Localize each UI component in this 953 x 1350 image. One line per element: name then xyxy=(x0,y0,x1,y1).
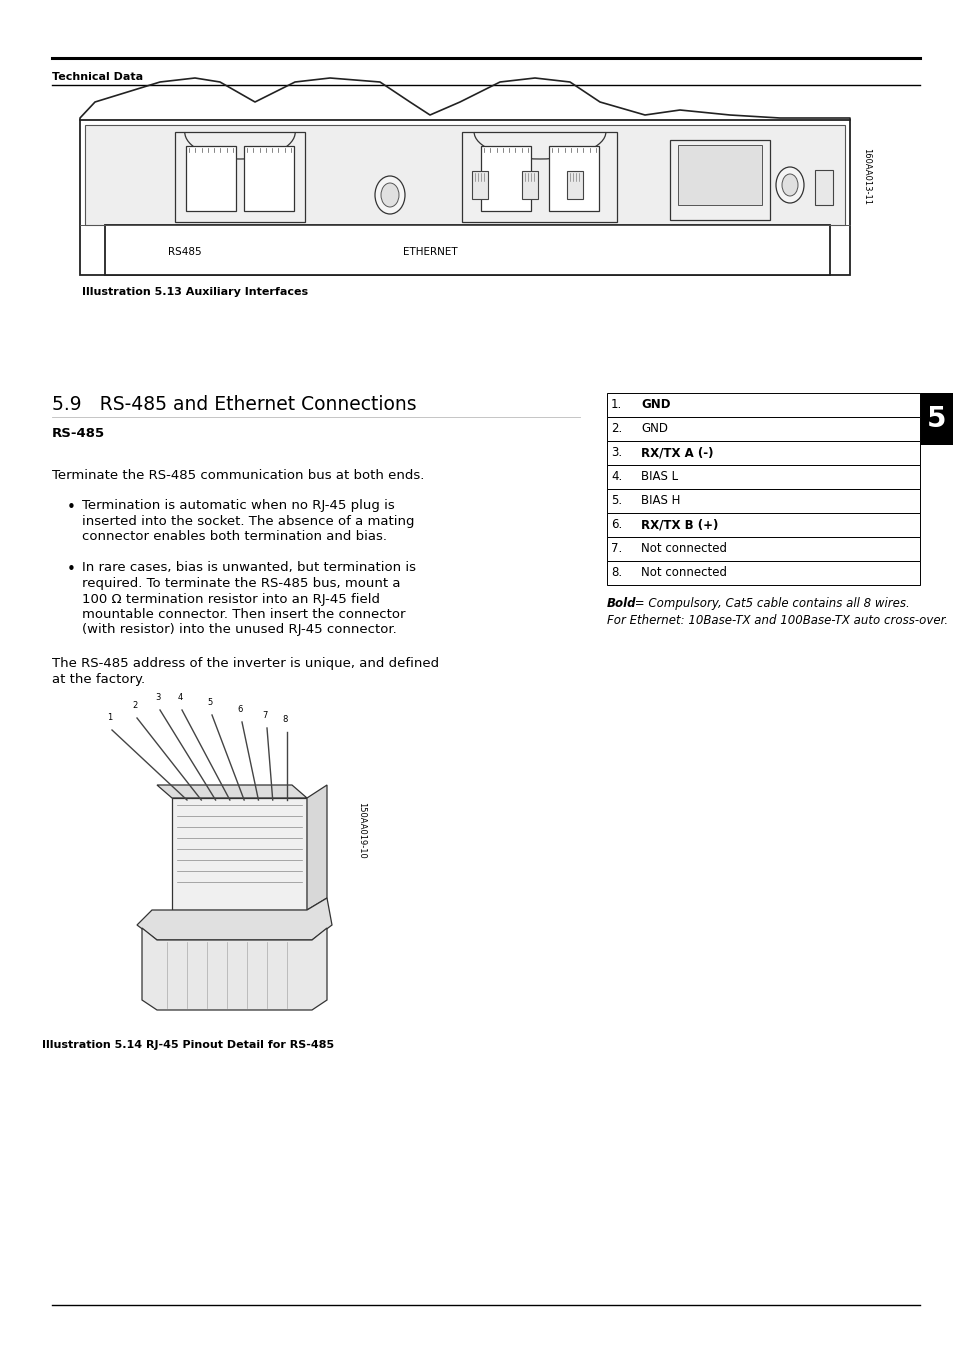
Bar xyxy=(462,132,617,221)
Text: In rare cases, bias is unwanted, but termination is: In rare cases, bias is unwanted, but ter… xyxy=(82,562,416,575)
Bar xyxy=(548,146,598,211)
Bar xyxy=(186,146,235,211)
Text: (with resistor) into the unused RJ-45 connector.: (with resistor) into the unused RJ-45 co… xyxy=(82,624,396,636)
Text: RS-485: RS-485 xyxy=(52,427,105,440)
Text: 6.: 6. xyxy=(610,518,621,531)
Bar xyxy=(678,144,761,205)
Text: Illustration 5.14 RJ-45 Pinout Detail for RS-485: Illustration 5.14 RJ-45 Pinout Detail fo… xyxy=(42,1040,334,1050)
Text: BIAS L: BIAS L xyxy=(640,470,678,483)
Text: Technical Data: Technical Data xyxy=(52,72,143,82)
Text: Terminate the RS-485 communication bus at both ends.: Terminate the RS-485 communication bus a… xyxy=(52,468,424,482)
Polygon shape xyxy=(307,784,327,910)
Bar xyxy=(521,171,537,198)
Text: RX/TX B (+): RX/TX B (+) xyxy=(640,518,718,531)
Bar xyxy=(105,225,829,275)
Text: 5.9   RS-485 and Ethernet Connections: 5.9 RS-485 and Ethernet Connections xyxy=(52,396,416,414)
Polygon shape xyxy=(142,927,327,1010)
Bar xyxy=(244,146,294,211)
Text: Termination is automatic when no RJ-45 plug is: Termination is automatic when no RJ-45 p… xyxy=(82,500,395,512)
Bar xyxy=(606,537,919,562)
Text: 8: 8 xyxy=(282,716,288,724)
Text: 5: 5 xyxy=(207,698,213,707)
Text: 2: 2 xyxy=(132,701,137,710)
Text: 160AA013-11: 160AA013-11 xyxy=(862,148,870,205)
Text: GND: GND xyxy=(640,423,667,435)
Text: RS485: RS485 xyxy=(168,247,202,256)
Ellipse shape xyxy=(375,176,405,215)
Text: 7.: 7. xyxy=(610,541,621,555)
Text: 4.: 4. xyxy=(610,470,621,483)
Bar xyxy=(606,513,919,537)
Text: = Compulsory, Cat5 cable contains all 8 wires.: = Compulsory, Cat5 cable contains all 8 … xyxy=(630,597,909,610)
Bar xyxy=(606,393,919,417)
Text: 3: 3 xyxy=(155,693,160,702)
Bar xyxy=(814,170,832,205)
Bar xyxy=(85,126,844,225)
Text: ETHERNET: ETHERNET xyxy=(402,247,456,256)
Bar xyxy=(919,393,953,446)
Text: The RS-485 address of the inverter is unique, and defined: The RS-485 address of the inverter is un… xyxy=(52,657,438,670)
Text: Not connected: Not connected xyxy=(640,566,726,579)
Polygon shape xyxy=(137,898,332,940)
Ellipse shape xyxy=(380,184,398,207)
Bar xyxy=(606,417,919,441)
Text: 8.: 8. xyxy=(610,566,621,579)
Bar xyxy=(606,441,919,464)
Text: connector enables both termination and bias.: connector enables both termination and b… xyxy=(82,531,387,543)
Ellipse shape xyxy=(781,174,797,196)
Text: Illustration 5.13 Auxiliary Interfaces: Illustration 5.13 Auxiliary Interfaces xyxy=(82,288,308,297)
Text: Bold: Bold xyxy=(606,597,636,610)
Ellipse shape xyxy=(775,167,803,202)
Text: BIAS H: BIAS H xyxy=(640,494,679,508)
Bar xyxy=(606,464,919,489)
Text: 2.: 2. xyxy=(610,423,621,435)
Text: 7: 7 xyxy=(262,711,268,720)
Bar xyxy=(480,146,531,211)
Bar xyxy=(566,171,582,198)
Text: •: • xyxy=(67,500,76,514)
Text: 100 Ω termination resistor into an RJ-45 field: 100 Ω termination resistor into an RJ-45… xyxy=(82,593,379,606)
Text: 1: 1 xyxy=(108,713,112,722)
Text: required. To terminate the RS-485 bus, mount a: required. To terminate the RS-485 bus, m… xyxy=(82,576,400,590)
Text: 3.: 3. xyxy=(610,446,621,459)
Text: 5.: 5. xyxy=(610,494,621,508)
Text: RX/TX A (-): RX/TX A (-) xyxy=(640,446,713,459)
Text: Not connected: Not connected xyxy=(640,541,726,555)
Bar xyxy=(606,562,919,585)
Bar xyxy=(669,140,769,220)
Text: mountable connector. Then insert the connector: mountable connector. Then insert the con… xyxy=(82,608,405,621)
Text: 4: 4 xyxy=(177,693,182,702)
Text: inserted into the socket. The absence of a mating: inserted into the socket. The absence of… xyxy=(82,514,414,528)
Text: 6: 6 xyxy=(237,705,242,714)
Text: •: • xyxy=(67,563,76,578)
Bar xyxy=(606,489,919,513)
Bar xyxy=(472,171,488,198)
Text: at the factory.: at the factory. xyxy=(52,672,145,686)
Text: 150AA019-10: 150AA019-10 xyxy=(356,802,366,859)
Bar xyxy=(80,120,849,275)
Text: For Ethernet: 10Base-TX and 100Base-TX auto cross-over.: For Ethernet: 10Base-TX and 100Base-TX a… xyxy=(606,614,947,626)
Bar xyxy=(174,132,305,221)
Text: GND: GND xyxy=(640,398,670,410)
Polygon shape xyxy=(172,798,307,910)
Text: 5: 5 xyxy=(926,405,945,433)
Polygon shape xyxy=(157,784,307,798)
Text: 1.: 1. xyxy=(610,398,621,410)
